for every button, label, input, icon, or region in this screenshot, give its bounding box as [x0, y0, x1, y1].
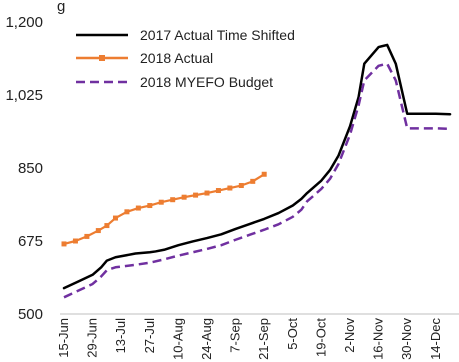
data-point [170, 197, 176, 203]
x-tick-label: 2-Nov [342, 318, 357, 353]
legend-label-2: 2018 Actual [140, 50, 213, 66]
x-tick-label: 14-Dec [428, 318, 443, 360]
y-tick-label: 500 [18, 306, 43, 323]
data-point [181, 194, 187, 200]
x-tick-label: 5-Oct [285, 318, 300, 350]
data-point [135, 205, 141, 211]
series-layer [61, 43, 452, 299]
legend-marker [99, 55, 105, 61]
series-line-3 [63, 62, 451, 299]
data-point [124, 209, 130, 215]
data-point [84, 233, 90, 239]
data-point [250, 178, 256, 184]
series-line-1 [62, 43, 452, 290]
x-tick-label: 28-Dec [456, 318, 459, 360]
data-point [215, 188, 221, 194]
legend: 2017 Actual Time Shifted 2018 Actual 2018 … [76, 27, 295, 90]
x-tick-label: 13-Jul [113, 318, 128, 354]
x-tick-label: 7-Sep [228, 318, 243, 353]
data-point [261, 171, 267, 177]
x-tick-label: 27-Jul [142, 318, 157, 354]
data-point [72, 238, 78, 244]
x-tick-label: 19-Oct [313, 318, 328, 357]
x-tick-label: 24-Aug [199, 318, 214, 360]
data-point [104, 223, 110, 229]
y-tick-label: 1,200 [5, 14, 43, 31]
data-point [238, 183, 244, 189]
x-tick-label: 30-Nov [399, 318, 414, 360]
x-tick-label: 29-Jun [85, 318, 100, 358]
legend-label-3: 2018 MYEFO Budget [140, 74, 273, 90]
data-point [95, 228, 101, 234]
chart-header-fragment: g [57, 0, 65, 15]
legend-label-1: 2017 Actual Time Shifted [140, 27, 295, 43]
data-point [158, 199, 164, 205]
data-point [204, 190, 210, 196]
data-point [193, 192, 199, 198]
data-point [147, 203, 153, 209]
data-point [112, 215, 118, 221]
x-tick-label: 15-Jun [56, 318, 71, 358]
x-axis: 15-Jun 29-Jun 13-Jul 27-Jul 10-Aug 24-Aug 7-Se… [56, 313, 459, 360]
data-point [227, 185, 233, 191]
x-tick-label: 10-Aug [170, 318, 185, 360]
data-point [61, 241, 67, 247]
x-tick-label: 16-Nov [371, 318, 386, 360]
y-axis: 500 675 850 1,025 1,200 [5, 14, 43, 323]
x-tick-label: 21-Sep [256, 318, 271, 360]
y-tick-label: 1,025 [5, 87, 43, 104]
y-tick-label: 675 [18, 233, 43, 250]
y-tick-label: 850 [18, 160, 43, 177]
